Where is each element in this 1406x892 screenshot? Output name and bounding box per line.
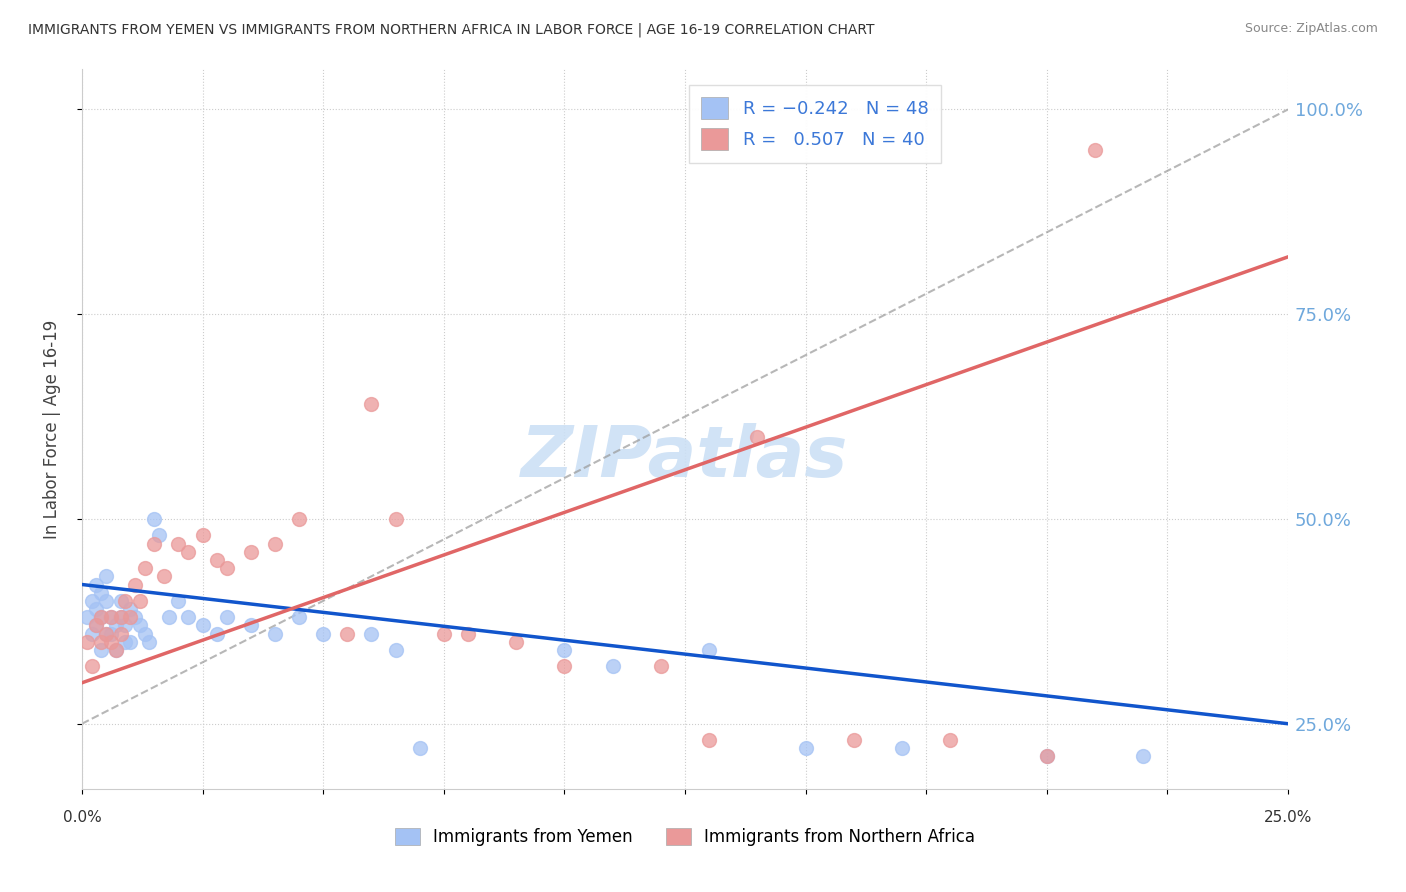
Point [90, 610, 112, 624]
Point [100, 635, 122, 649]
Point [239, 618, 262, 632]
Point [143, 536, 166, 550]
Point [134, 626, 156, 640]
Point [891, 741, 914, 756]
Point [697, 733, 720, 747]
Point [114, 594, 136, 608]
Point [94, 626, 117, 640]
Point [312, 626, 335, 640]
Point [80, 626, 103, 640]
Point [104, 618, 127, 632]
Point [110, 610, 132, 624]
Point [553, 643, 575, 657]
Point [205, 553, 228, 567]
Point [114, 635, 136, 649]
Point [167, 594, 190, 608]
Point [205, 626, 228, 640]
Point [128, 618, 150, 632]
Text: 25.0%: 25.0% [1264, 810, 1312, 825]
Text: Source: ZipAtlas.com: Source: ZipAtlas.com [1244, 22, 1378, 36]
Point [110, 626, 132, 640]
Point [433, 626, 456, 640]
Point [1132, 749, 1154, 764]
Point [86, 618, 108, 632]
Point [360, 397, 382, 411]
Point [86, 602, 108, 616]
Point [191, 528, 214, 542]
Point [697, 643, 720, 657]
Point [143, 512, 166, 526]
Point [86, 577, 108, 591]
Point [90, 610, 112, 624]
Point [1084, 144, 1107, 158]
Point [264, 626, 287, 640]
Legend: R = −0.242   N = 48, R =   0.507   N = 40: R = −0.242 N = 48, R = 0.507 N = 40 [689, 85, 941, 163]
Point [1035, 749, 1057, 764]
Point [134, 561, 156, 575]
Point [336, 626, 359, 640]
Point [76, 610, 98, 624]
Point [177, 610, 200, 624]
Point [602, 659, 624, 673]
Point [167, 536, 190, 550]
Point [80, 594, 103, 608]
Point [124, 610, 146, 624]
Text: 0.0%: 0.0% [63, 810, 101, 825]
Point [215, 561, 238, 575]
Point [100, 610, 122, 624]
Point [191, 618, 214, 632]
Point [177, 545, 200, 559]
Point [104, 643, 127, 657]
Text: ZIPatlas: ZIPatlas [522, 423, 849, 492]
Point [239, 545, 262, 559]
Point [90, 635, 112, 649]
Point [384, 643, 406, 657]
Point [288, 512, 311, 526]
Point [505, 635, 527, 649]
Point [215, 610, 238, 624]
Point [153, 569, 176, 583]
Point [747, 430, 769, 444]
Point [842, 733, 865, 747]
Point [100, 610, 122, 624]
Point [90, 643, 112, 657]
Point [288, 610, 311, 624]
Point [110, 594, 132, 608]
Point [114, 618, 136, 632]
Point [120, 610, 142, 624]
Text: IMMIGRANTS FROM YEMEN VS IMMIGRANTS FROM NORTHERN AFRICA IN LABOR FORCE | AGE 16: IMMIGRANTS FROM YEMEN VS IMMIGRANTS FROM… [28, 22, 875, 37]
Point [94, 626, 117, 640]
Point [1035, 749, 1057, 764]
Point [94, 569, 117, 583]
Point [157, 610, 180, 624]
Point [148, 528, 170, 542]
Point [408, 741, 430, 756]
Point [100, 626, 122, 640]
Point [94, 594, 117, 608]
Point [104, 643, 127, 657]
Point [128, 594, 150, 608]
Point [457, 626, 479, 640]
Point [76, 635, 98, 649]
Y-axis label: In Labor Force | Age 16-19: In Labor Force | Age 16-19 [44, 319, 60, 539]
Point [553, 659, 575, 673]
Point [138, 635, 160, 649]
Point [110, 610, 132, 624]
Point [90, 585, 112, 599]
Point [794, 741, 817, 756]
Point [939, 733, 962, 747]
Point [360, 626, 382, 640]
Point [264, 536, 287, 550]
Point [384, 512, 406, 526]
Point [80, 659, 103, 673]
Point [650, 659, 672, 673]
Point [124, 577, 146, 591]
Point [86, 618, 108, 632]
Point [120, 635, 142, 649]
Point [120, 602, 142, 616]
